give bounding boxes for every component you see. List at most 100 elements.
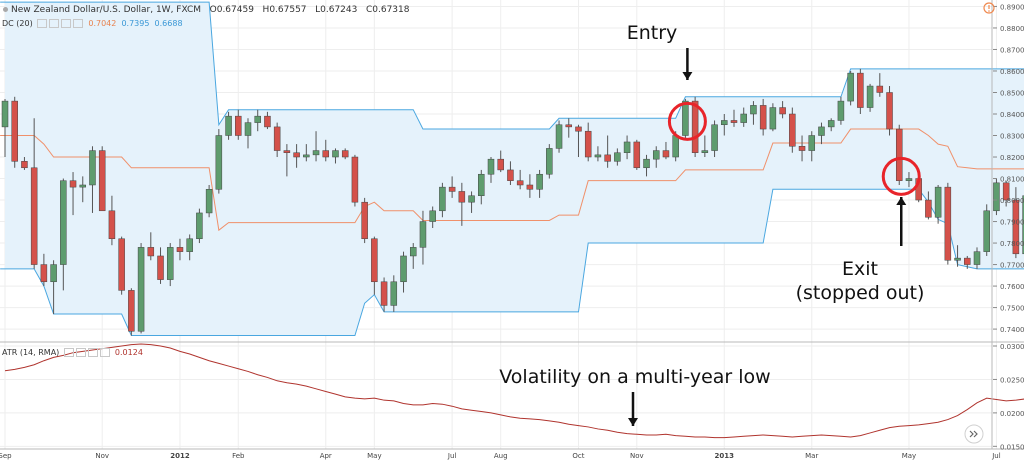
time-tick-label: Feb	[232, 452, 245, 460]
candle-down	[662, 150, 670, 158]
candle-down	[1012, 199, 1020, 255]
candle-up	[60, 180, 67, 265]
candle-up	[536, 173, 543, 190]
candle-up	[89, 150, 96, 186]
close-label: C	[365, 5, 373, 15]
dc-upper-value: 0.7395	[121, 19, 150, 28]
candle-up	[837, 100, 845, 121]
candle-down	[565, 124, 573, 128]
candle-up	[934, 186, 942, 218]
candle-up	[983, 210, 990, 252]
candle-up	[429, 210, 436, 222]
candle-up	[750, 105, 757, 115]
dc-legend: DC (20) 0.7042 0.7395 0.6688	[2, 19, 183, 28]
high-value: 0.67557	[269, 5, 307, 15]
dc-lower-value: 0.6688	[154, 19, 183, 28]
candle-down	[944, 186, 952, 261]
collapse-dot-icon[interactable]	[3, 6, 8, 12]
exit-sublabel: (stopped out)	[795, 282, 925, 304]
candle-up	[721, 120, 728, 126]
settings-icon[interactable]	[75, 348, 86, 357]
candle-up	[993, 182, 1000, 212]
candle-up	[196, 212, 203, 240]
candle-up	[818, 126, 825, 136]
candle-up	[439, 186, 446, 212]
time-tick-label: Nov	[630, 452, 644, 460]
scroll-to-end-icon[interactable]	[964, 424, 984, 444]
entry-circle	[667, 101, 707, 141]
candle-down	[380, 281, 388, 306]
candle-down	[516, 180, 524, 186]
candle-up	[419, 221, 427, 248]
candle-down	[11, 100, 18, 162]
candle-up	[215, 135, 223, 190]
candle-down	[964, 257, 971, 265]
candle-down	[497, 158, 504, 171]
candle-down	[779, 107, 786, 115]
entry-arrow-head	[682, 72, 693, 80]
exit-arrow-head	[896, 197, 907, 205]
candle-up	[905, 178, 913, 181]
candle-down	[857, 72, 864, 108]
candle-down	[448, 186, 456, 192]
candle-up	[973, 251, 981, 265]
low-label: L	[315, 5, 321, 15]
candle-down	[759, 105, 767, 130]
time-tick-label: Sep	[0, 452, 12, 460]
candle-up	[409, 247, 417, 257]
candle-up	[827, 120, 835, 128]
atr-line	[4, 343, 1024, 439]
alert-icon[interactable]	[983, 2, 995, 14]
candle-up	[254, 115, 261, 123]
candle-down	[798, 146, 806, 151]
candle-down	[98, 150, 106, 212]
eye-icon[interactable]	[37, 19, 48, 28]
candle-up	[312, 150, 320, 156]
atr-tick-label: 0.0250	[1000, 376, 1024, 384]
close-icon[interactable]	[61, 19, 72, 28]
symbol-title: New Zealand Dollar/U.S. Dollar, 1W, FXCM	[11, 5, 202, 15]
entry-label: Entry	[626, 22, 678, 44]
candle-up	[1022, 195, 1024, 255]
candle-down	[886, 92, 893, 130]
close-value: 0.67318	[372, 5, 410, 15]
candle-up	[468, 195, 475, 203]
candle-down	[157, 255, 164, 280]
more-icon[interactable]	[99, 348, 110, 357]
annotations	[628, 48, 921, 426]
exit-label: Exit	[842, 258, 878, 280]
eye-icon[interactable]	[63, 348, 74, 357]
candle-down	[108, 210, 116, 240]
more-icon[interactable]	[73, 19, 84, 28]
close-icon[interactable]	[87, 348, 98, 357]
candlesticks[interactable]	[1, 68, 1024, 336]
donchian-fill	[5, 2, 1024, 336]
candle-up	[225, 115, 232, 136]
candle-up	[769, 107, 777, 130]
candle-up	[303, 154, 310, 158]
candle-down	[118, 238, 125, 291]
time-tick-label: 2012	[170, 452, 190, 460]
candle-down	[21, 161, 28, 169]
dc-mid-value: 0.7042	[88, 19, 117, 28]
time-tick-label: Jul	[991, 452, 1001, 460]
candle-down	[273, 126, 281, 151]
candle-up	[643, 158, 650, 169]
settings-icon[interactable]	[49, 19, 60, 28]
volatility-arrow-head	[628, 418, 638, 426]
atr-legend: ATR (14, RMA) 0.0124	[2, 348, 143, 357]
high-label: H	[262, 5, 270, 15]
candle-up	[652, 150, 660, 160]
symbol-legend: New Zealand Dollar/U.S. Dollar, 1W, FXCM…	[2, 5, 409, 15]
time-tick-label: Nov	[95, 452, 109, 460]
atr-label: ATR (14, RMA)	[2, 348, 60, 357]
open-label: O	[209, 5, 217, 15]
candle-up	[555, 124, 563, 149]
candle-up	[623, 141, 631, 153]
